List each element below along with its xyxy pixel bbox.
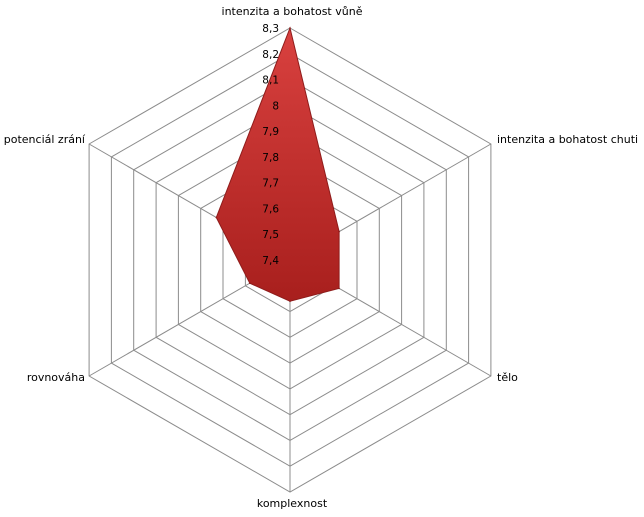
- tick-label: 7,8: [262, 152, 279, 164]
- axis-label: intenzita a bohatost vůně: [222, 5, 363, 18]
- data-point: [338, 230, 340, 233]
- axis-label: komplexnost: [257, 497, 328, 510]
- tick-label: 8,2: [262, 49, 279, 61]
- tick-label: 7,9: [262, 126, 279, 138]
- radar-axis-labels: intenzita a bohatost vůně intenzita a boh…: [4, 5, 638, 510]
- tick-label: 8: [272, 100, 279, 112]
- axis-label: potenciál zrání: [4, 133, 86, 146]
- tick-label: 8,1: [262, 75, 279, 87]
- tick-label: 7,6: [262, 203, 279, 215]
- data-point: [215, 216, 218, 219]
- tick-label: 8,3: [262, 23, 279, 35]
- data-point: [338, 287, 340, 290]
- data-point: [289, 300, 291, 303]
- radar-series: [215, 26, 340, 303]
- tick-label: 7,7: [262, 178, 279, 190]
- axis-label: intenzita a bohatost chuti: [497, 133, 638, 146]
- data-point: [289, 27, 291, 29]
- tick-label: 7,5: [262, 229, 279, 241]
- data-point: [249, 282, 251, 285]
- radar-tick-labels: 7,4 7,5 7,6 7,7 7,8 7,9 8 8,1 8,2 8,3: [262, 23, 279, 267]
- tick-label: 7,4: [262, 255, 279, 267]
- axis-label: tělo: [497, 371, 518, 384]
- axis-label: rovnováha: [27, 371, 85, 384]
